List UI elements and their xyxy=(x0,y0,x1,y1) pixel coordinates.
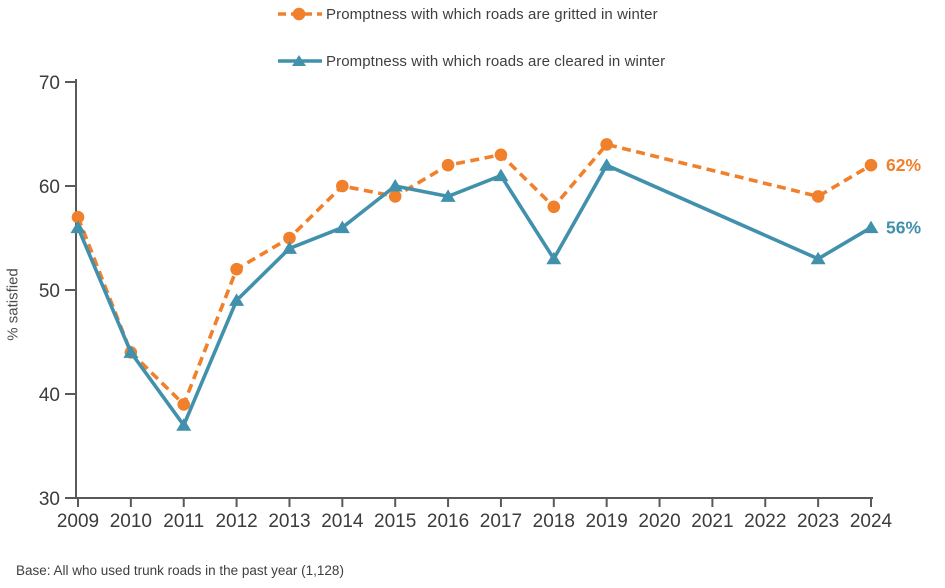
y-tick-label: 30 xyxy=(39,489,60,510)
x-tick-label: 2010 xyxy=(110,511,152,532)
x-tick-label: 2021 xyxy=(691,511,733,532)
marker-circle xyxy=(600,138,613,151)
x-tick-label: 2015 xyxy=(374,511,416,532)
x-tick-label: 2012 xyxy=(215,511,257,532)
marker-triangle xyxy=(810,251,826,265)
y-tick-label: 70 xyxy=(39,73,60,94)
marker-circle xyxy=(441,158,455,172)
legend-label-cleared: Promptness with which roads are cleared … xyxy=(326,52,666,70)
y-tick-label: 50 xyxy=(39,281,60,302)
x-tick-label: 2018 xyxy=(533,511,575,532)
x-tick-label: 2009 xyxy=(57,511,99,532)
legend-item-gritted: Promptness with which roads are gritted … xyxy=(278,2,665,26)
marker-circle xyxy=(283,231,296,245)
series-end-label: 62% xyxy=(886,155,921,175)
legend: Promptness with which roads are gritted … xyxy=(278,2,665,96)
y-tick-label: 60 xyxy=(39,177,60,198)
marker-circle xyxy=(71,210,85,224)
marker-circle xyxy=(864,158,878,172)
legend-cleared-line-triangle-icon xyxy=(278,55,322,66)
marker-triangle xyxy=(493,168,509,182)
marker-triangle xyxy=(281,241,297,254)
series-end-label: 56% xyxy=(886,218,921,238)
y-tick-label: 40 xyxy=(39,385,60,406)
marker-triangle xyxy=(863,220,879,234)
footnote: Base: All who used trunk roads in the pa… xyxy=(16,563,344,578)
x-tick-label: 2011 xyxy=(163,511,204,532)
x-tick-label: 2022 xyxy=(744,511,786,532)
marker-triangle xyxy=(334,220,350,234)
marker-triangle xyxy=(599,158,615,171)
x-tick-label: 2014 xyxy=(321,511,364,532)
x-tick-label: 2020 xyxy=(638,511,680,532)
marker-circle xyxy=(388,190,402,203)
legend-label-gritted: Promptness with which roads are gritted … xyxy=(326,5,658,23)
series-line-0 xyxy=(76,142,872,408)
marker-circle xyxy=(811,190,825,203)
legend-gritted-dashed-circle-icon xyxy=(278,7,322,21)
x-tick-label: 2017 xyxy=(480,511,522,532)
marker-triangle xyxy=(440,189,456,202)
x-tick-label: 2023 xyxy=(797,511,839,532)
marker-triangle xyxy=(123,345,139,358)
marker-triangle xyxy=(70,220,86,234)
x-tick-label: 2016 xyxy=(427,511,469,532)
marker-triangle xyxy=(387,179,403,192)
x-tick-label: 2024 xyxy=(850,511,893,532)
marker-triangle xyxy=(176,418,192,431)
marker-circle xyxy=(547,200,561,214)
marker-circle xyxy=(177,398,191,411)
legend-item-cleared: Promptness with which roads are cleared … xyxy=(278,49,665,73)
x-tick-label: 2013 xyxy=(268,511,310,532)
marker-circle xyxy=(336,179,349,193)
x-tick-label: 2019 xyxy=(586,511,628,532)
marker-triangle xyxy=(546,251,562,265)
marker-triangle xyxy=(229,293,245,306)
marker-circle xyxy=(494,148,508,162)
marker-circle xyxy=(230,262,243,276)
series-line-1 xyxy=(76,162,872,429)
